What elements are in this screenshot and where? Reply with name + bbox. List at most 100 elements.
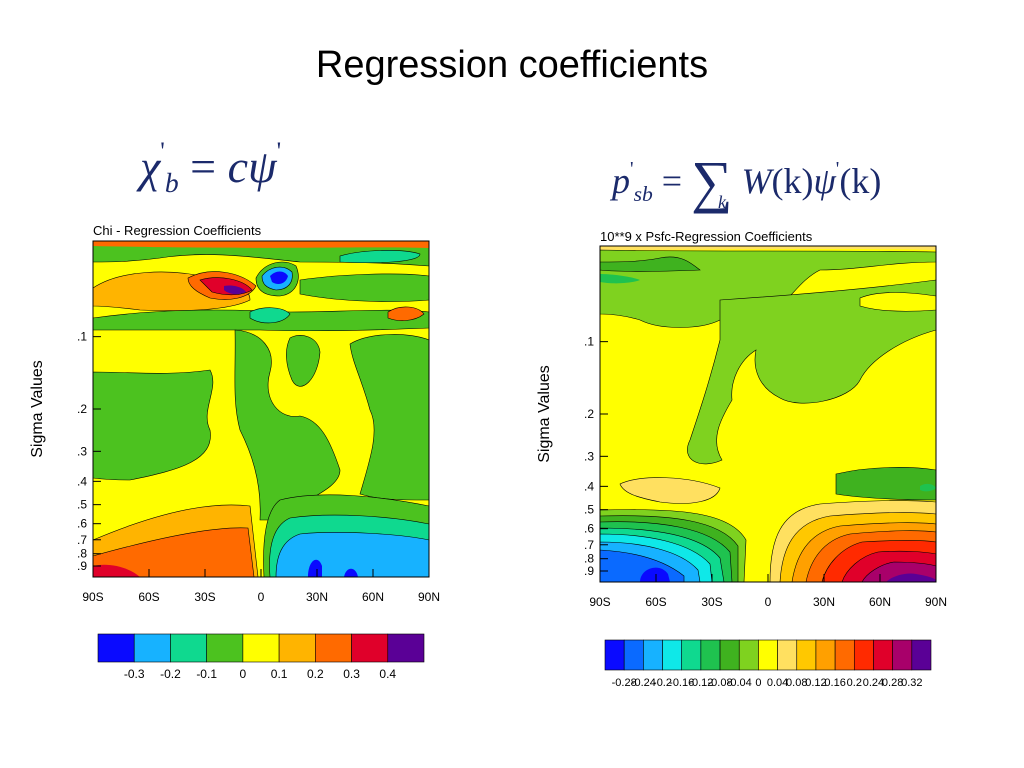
colorbar-label: 0.04 bbox=[767, 677, 788, 689]
colorbar-label: 0.2 bbox=[307, 667, 324, 681]
colorbar-swatch bbox=[834, 639, 855, 671]
contour-region bbox=[92, 369, 214, 481]
contour-region bbox=[270, 271, 288, 284]
colorbar-label: -0.3 bbox=[124, 667, 145, 681]
colorbar-label: -0.2 bbox=[653, 677, 672, 689]
colorbar-swatch bbox=[97, 633, 135, 663]
chart-psfc-regression: 10**9 x Psfc-Regression Coefficients bbox=[536, 229, 947, 689]
x-tick-label: 60S bbox=[645, 595, 666, 609]
colorbar-swatch bbox=[911, 639, 932, 671]
y-tick-label: .7 bbox=[584, 538, 594, 552]
colorbar-label: 0 bbox=[240, 667, 247, 681]
chart-title: Chi - Regression Coefficients bbox=[93, 223, 262, 238]
contour-region bbox=[92, 527, 255, 578]
y-axis: .1 .2 .3 .4 .5 .6 .7.8.9 bbox=[584, 335, 608, 578]
colorbar-swatch bbox=[815, 639, 836, 671]
colorbar-label: -0.12 bbox=[688, 677, 713, 689]
colorbar-swatch bbox=[604, 639, 625, 671]
y-tick-label: .3 bbox=[77, 444, 87, 458]
contour-region bbox=[286, 335, 321, 387]
colorbar-swatch bbox=[242, 633, 280, 663]
colorbar-swatch bbox=[681, 639, 702, 671]
contour-region bbox=[600, 274, 640, 284]
colorbar-swatch bbox=[351, 633, 389, 663]
colorbar: -0.28-0.24-0.2-0.16-0.12-0.08-0.04 0 0.040… bbox=[604, 639, 932, 689]
y-tick-label: .9 bbox=[584, 564, 594, 578]
x-axis: 90S 60S 30S 0 30N 60N 90N bbox=[589, 574, 947, 609]
x-tick-label: 60N bbox=[362, 590, 384, 604]
colorbar-label: -0.04 bbox=[727, 677, 752, 689]
y-tick-label: .5 bbox=[584, 503, 594, 517]
colorbar-label: 0.2 bbox=[847, 677, 862, 689]
y-tick-label: .9 bbox=[77, 559, 87, 573]
colorbar-label: -0.16 bbox=[669, 677, 694, 689]
colorbar-swatch bbox=[387, 633, 425, 663]
colorbar-label: 0.12 bbox=[805, 677, 826, 689]
y-tick-label: .6 bbox=[584, 522, 594, 536]
x-tick-label: 90S bbox=[82, 590, 103, 604]
colorbar-swatch bbox=[700, 639, 721, 671]
y-tick-label: .8 bbox=[584, 552, 594, 566]
colorbar-label: 0.16 bbox=[824, 677, 845, 689]
colorbar-swatch bbox=[719, 639, 740, 671]
colorbar-swatch bbox=[853, 639, 874, 671]
colorbar-swatch bbox=[206, 633, 244, 663]
colorbar-swatch bbox=[133, 633, 171, 663]
y-tick-label: .3 bbox=[584, 449, 594, 463]
colorbar-label: -0.1 bbox=[196, 667, 217, 681]
chart-chi-regression: Chi - Regression Coefficients bbox=[29, 223, 440, 681]
contour-region bbox=[308, 559, 358, 577]
x-tick-label: 30N bbox=[813, 595, 835, 609]
x-tick-label: 30S bbox=[194, 590, 215, 604]
contour-region bbox=[299, 273, 430, 302]
y-tick-label: .4 bbox=[584, 479, 594, 493]
contour-region bbox=[920, 483, 936, 492]
colorbar-label: 0.1 bbox=[271, 667, 288, 681]
contour-region bbox=[859, 292, 937, 312]
contour-region bbox=[93, 241, 429, 248]
colorbar-swatch bbox=[796, 639, 817, 671]
contour-region bbox=[600, 246, 936, 250]
x-axis: 90S 60S 30S 0 30N 60N 90N bbox=[82, 569, 440, 604]
contour-region bbox=[619, 477, 721, 504]
y-tick-label: .1 bbox=[77, 330, 87, 344]
contour-region bbox=[93, 564, 140, 577]
y-tick-label: .7 bbox=[77, 533, 87, 547]
contour-region bbox=[387, 306, 425, 321]
colorbar-swatch bbox=[662, 639, 683, 671]
colorbar-swatch bbox=[758, 639, 778, 671]
colorbar-swatch bbox=[777, 639, 798, 671]
x-tick-label: 0 bbox=[258, 590, 265, 604]
y-tick-label: .2 bbox=[77, 402, 87, 416]
contour-region bbox=[339, 250, 421, 264]
colorbar-label: 0.3 bbox=[343, 667, 360, 681]
y-axis-label: Sigma Values bbox=[536, 365, 553, 463]
colorbar-label: 0.32 bbox=[901, 677, 922, 689]
y-tick-label: .4 bbox=[77, 474, 87, 488]
y-axis-label: Sigma Values bbox=[29, 360, 46, 458]
x-tick-label: 60N bbox=[869, 595, 891, 609]
colorbar-label: -0.2 bbox=[160, 667, 181, 681]
colorbar-swatch bbox=[278, 633, 316, 663]
y-axis: .1 .2 .3 .4 .5 .6 .7.8.9 bbox=[77, 330, 101, 573]
colorbar-swatch bbox=[738, 639, 759, 671]
contour-region bbox=[599, 256, 701, 272]
contour-region bbox=[835, 467, 937, 501]
colorbar-label: 0 bbox=[755, 677, 761, 689]
colorbar-label: -0.28 bbox=[612, 677, 637, 689]
y-tick-label: .6 bbox=[77, 517, 87, 531]
y-tick-label: .5 bbox=[77, 498, 87, 512]
x-tick-label: 90N bbox=[925, 595, 947, 609]
contour-field bbox=[599, 246, 937, 583]
x-tick-label: 30N bbox=[306, 590, 328, 604]
y-tick-label: .1 bbox=[584, 335, 594, 349]
colorbar: -0.3 -0.2 -0.1 0 0.1 0.2 0.3 0.4 bbox=[97, 633, 425, 681]
contour-region bbox=[234, 329, 341, 521]
contour-region bbox=[886, 573, 936, 582]
colorbar-label: 0.28 bbox=[882, 677, 903, 689]
x-tick-label: 30S bbox=[701, 595, 722, 609]
colorbar-swatch bbox=[315, 633, 352, 663]
y-tick-label: .2 bbox=[584, 407, 594, 421]
contour-region bbox=[224, 285, 246, 295]
contour-field bbox=[92, 241, 430, 578]
